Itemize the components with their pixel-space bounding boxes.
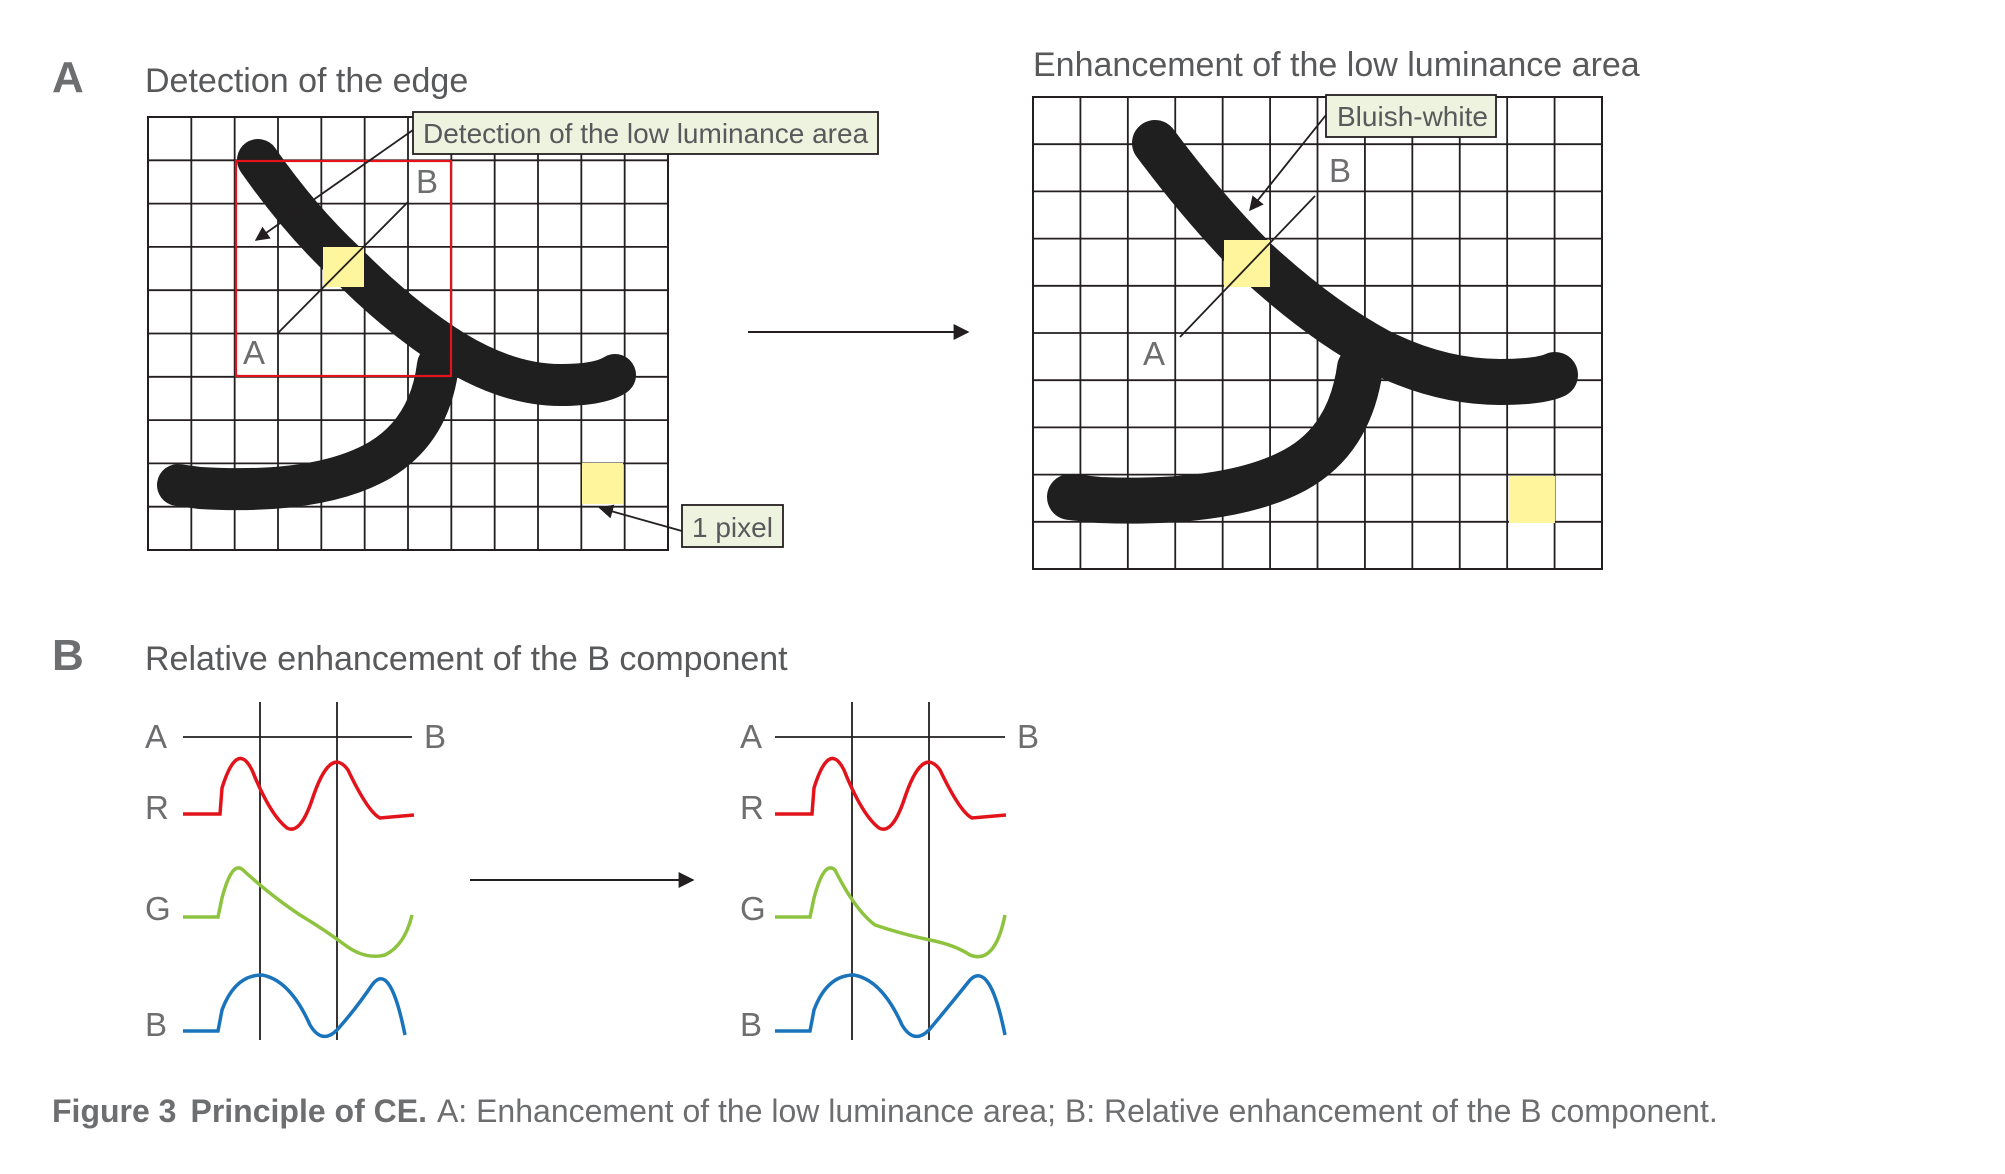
panel-a-right-title: Enhancement of the low luminance area — [1033, 46, 1640, 84]
figure-caption: Figure 3 Principle of CE. A: Enhancement o… — [52, 1093, 1718, 1129]
channel-label-b-after: B — [740, 1006, 762, 1043]
axis-end-before: B — [424, 718, 446, 755]
g-signal-after — [775, 866, 1007, 959]
left-edge-stroke — [157, 139, 636, 511]
detection-callout-arrow — [254, 129, 414, 241]
right-edge-stroke — [1047, 120, 1578, 524]
detection-window-box — [234, 159, 453, 378]
pixel-callout-text: 1 pixel — [692, 512, 773, 543]
channel-label-g-before: G — [145, 890, 171, 927]
right-edge-pixel — [1224, 240, 1270, 287]
caption-text: A: Enhancement of the low luminance area… — [437, 1093, 1718, 1129]
panel-a-left-title: Detection of the edge — [145, 62, 468, 100]
left-point-a: A — [243, 334, 265, 371]
axis-start-before: A — [145, 718, 167, 755]
panel-a-letter: A — [52, 53, 84, 102]
caption-title: Principle of CE. — [190, 1093, 426, 1129]
panel-b-title: Relative enhancement of the B component — [145, 640, 788, 678]
right-ab-line — [1179, 195, 1316, 338]
b-signal-after — [775, 973, 1007, 1039]
channel-label-b-before: B — [145, 1006, 167, 1043]
right-point-b: B — [1329, 152, 1351, 189]
detection-callout-box — [412, 111, 879, 155]
caption-figure-number: Figure 3 — [52, 1093, 176, 1129]
channel-label-g-after: G — [740, 890, 766, 927]
r-signal-before — [183, 756, 415, 831]
bluish-callout-box — [1325, 94, 1497, 138]
left-sample-pixel — [582, 463, 623, 504]
right-point-a: A — [1143, 335, 1165, 372]
left-ab-line — [277, 201, 409, 334]
channel-label-r-before: R — [145, 789, 169, 826]
detection-callout-text: Detection of the low luminance area — [423, 118, 869, 149]
b-signal-before — [183, 973, 407, 1039]
pixel-callout-box — [681, 504, 784, 548]
left-point-b: B — [416, 163, 438, 200]
axis-end-after: B — [1017, 718, 1039, 755]
axis-start-after: A — [740, 718, 762, 755]
pixel-callout-arrow — [598, 504, 683, 532]
signal-plot-after: A B R G B — [740, 702, 1039, 1043]
right-sample-pixel — [1509, 476, 1555, 523]
signal-plot-before: A B R G B — [145, 702, 446, 1043]
bluish-callout-arrow — [1249, 114, 1327, 212]
r-signal-after — [775, 756, 1007, 831]
channel-label-r-after: R — [740, 789, 764, 826]
bluish-callout-text: Bluish-white — [1337, 101, 1488, 132]
panel-b-letter: B — [52, 631, 84, 680]
g-signal-before — [183, 866, 414, 958]
